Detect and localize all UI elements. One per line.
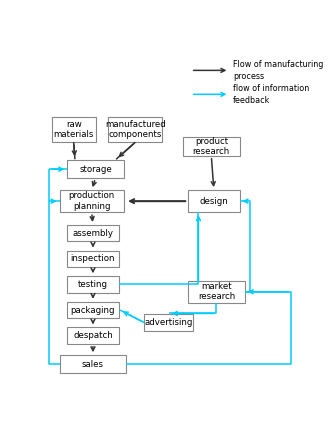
Text: inspection: inspection: [71, 254, 115, 263]
FancyBboxPatch shape: [144, 314, 193, 331]
Text: market
research: market research: [198, 282, 235, 301]
Text: production
planning: production planning: [68, 191, 115, 211]
Text: storage: storage: [79, 165, 112, 174]
FancyBboxPatch shape: [67, 160, 124, 178]
Text: Flow of manufacturing
process: Flow of manufacturing process: [233, 60, 324, 81]
Text: packaging: packaging: [71, 305, 115, 314]
Text: product
research: product research: [193, 137, 230, 156]
Text: manufactured
components: manufactured components: [105, 119, 166, 139]
Text: design: design: [200, 197, 228, 206]
FancyBboxPatch shape: [67, 225, 119, 242]
FancyBboxPatch shape: [67, 250, 119, 267]
FancyBboxPatch shape: [59, 355, 126, 373]
Text: assembly: assembly: [72, 229, 114, 238]
FancyBboxPatch shape: [67, 302, 119, 318]
Text: raw
materials: raw materials: [53, 119, 94, 139]
FancyBboxPatch shape: [59, 190, 124, 212]
FancyBboxPatch shape: [188, 190, 240, 212]
FancyBboxPatch shape: [67, 276, 119, 293]
FancyBboxPatch shape: [67, 328, 119, 344]
FancyBboxPatch shape: [52, 116, 96, 142]
FancyBboxPatch shape: [188, 281, 245, 303]
Text: flow of information
feedback: flow of information feedback: [233, 84, 309, 105]
Text: advertising: advertising: [145, 318, 193, 327]
Text: despatch: despatch: [73, 331, 113, 340]
FancyBboxPatch shape: [183, 137, 240, 156]
Text: sales: sales: [82, 360, 104, 369]
Text: testing: testing: [78, 280, 108, 289]
FancyBboxPatch shape: [109, 116, 162, 142]
